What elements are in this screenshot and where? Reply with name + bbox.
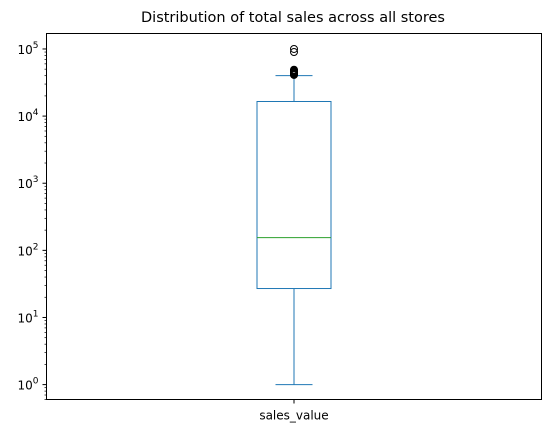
y-tick-label: 103 [17, 175, 38, 191]
chart-title: Distribution of total sales across all s… [141, 10, 445, 26]
outlier-point [290, 44, 298, 53]
y-tick-label: 101 [17, 309, 38, 325]
outlier-point [290, 65, 298, 74]
box-iqr [256, 100, 332, 290]
x-tick-label: sales_value [259, 409, 328, 423]
box-plot [256, 44, 332, 386]
y-axis: 100 101 102 103 104 105 [17, 41, 47, 400]
y-tick-label: 102 [17, 242, 38, 258]
outlier-point [290, 48, 298, 57]
x-axis: sales_value [259, 399, 329, 423]
y-tick-label: 104 [17, 108, 38, 124]
y-tick-label: 100 [17, 377, 38, 393]
y-tick-label: 105 [17, 41, 38, 57]
